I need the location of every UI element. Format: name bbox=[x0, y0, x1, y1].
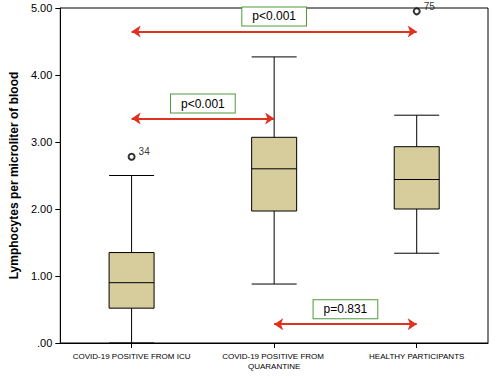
svg-text:3.00: 3.00 bbox=[31, 136, 52, 148]
svg-text:QUARANTINE: QUARANTINE bbox=[248, 362, 300, 371]
svg-text:34: 34 bbox=[139, 146, 151, 157]
svg-text:4.00: 4.00 bbox=[31, 69, 52, 81]
svg-text:COVID-19 POSITIVE FROM ICU: COVID-19 POSITIVE FROM ICU bbox=[73, 352, 191, 361]
svg-text:p<0.001: p<0.001 bbox=[181, 97, 225, 111]
svg-text:HEALTHY PARTICIPANTS: HEALTHY PARTICIPANTS bbox=[369, 352, 464, 361]
svg-text:75: 75 bbox=[424, 1, 436, 12]
svg-text:Lymphocytes per microliter of: Lymphocytes per microliter of blood bbox=[7, 72, 21, 280]
svg-text:p<0.001: p<0.001 bbox=[252, 9, 296, 23]
svg-text:COVID-19 POSITIVE FROM: COVID-19 POSITIVE FROM bbox=[222, 352, 326, 361]
svg-text:2.00: 2.00 bbox=[31, 203, 52, 215]
svg-text:5.00: 5.00 bbox=[31, 2, 52, 14]
svg-text:.00: .00 bbox=[37, 337, 52, 349]
svg-text:p=0.831: p=0.831 bbox=[324, 302, 368, 316]
svg-text:1.00: 1.00 bbox=[31, 270, 52, 282]
